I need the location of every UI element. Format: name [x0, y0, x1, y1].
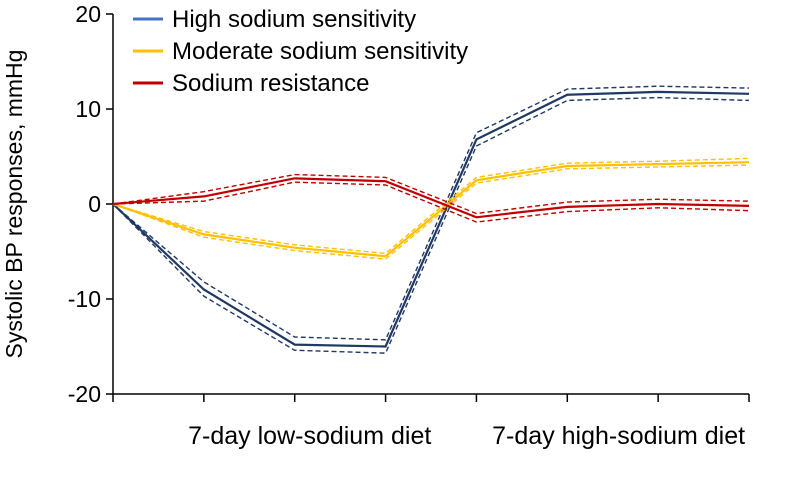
y-axis-title: Systolic BP responses, mmHg	[1, 50, 27, 359]
series-upper-bound-line	[112, 157, 750, 255]
x-category-label: 7-day low-sodium diet	[188, 422, 431, 450]
series-lower-bound-line	[112, 96, 750, 354]
series-layer	[112, 85, 750, 354]
series-upper-bound-line	[112, 173, 750, 215]
y-tick-label: 0	[88, 191, 101, 217]
legend-label: Moderate sodium sensitivity	[172, 38, 468, 65]
y-tick-label: -10	[68, 286, 101, 312]
series-group	[112, 173, 750, 223]
y-tick-label: 10	[75, 96, 101, 122]
legend-label: High sodium sensitivity	[172, 6, 416, 33]
series-lower-bound-line	[112, 164, 750, 260]
legend: High sodium sensitivity Moderate sodium s…	[133, 6, 468, 97]
x-category-labels: 7-day low-sodium diet 7-day high-sodium d…	[188, 422, 745, 450]
series-mean-line	[112, 177, 750, 219]
y-tick-label: -20	[68, 381, 101, 407]
y-axis-ticks: -20 -10 0 10 20	[68, 1, 113, 407]
series-mean-line	[112, 161, 750, 258]
series-mean-line	[112, 90, 750, 348]
x-axis-ticks	[112, 394, 750, 402]
series-group	[112, 157, 750, 260]
legend-label: Sodium resistance	[172, 70, 369, 97]
y-tick-label: 20	[75, 1, 101, 27]
x-category-label: 7-day high-sodium diet	[492, 422, 745, 450]
series-lower-bound-line	[112, 181, 750, 223]
series-upper-bound-line	[112, 85, 750, 341]
